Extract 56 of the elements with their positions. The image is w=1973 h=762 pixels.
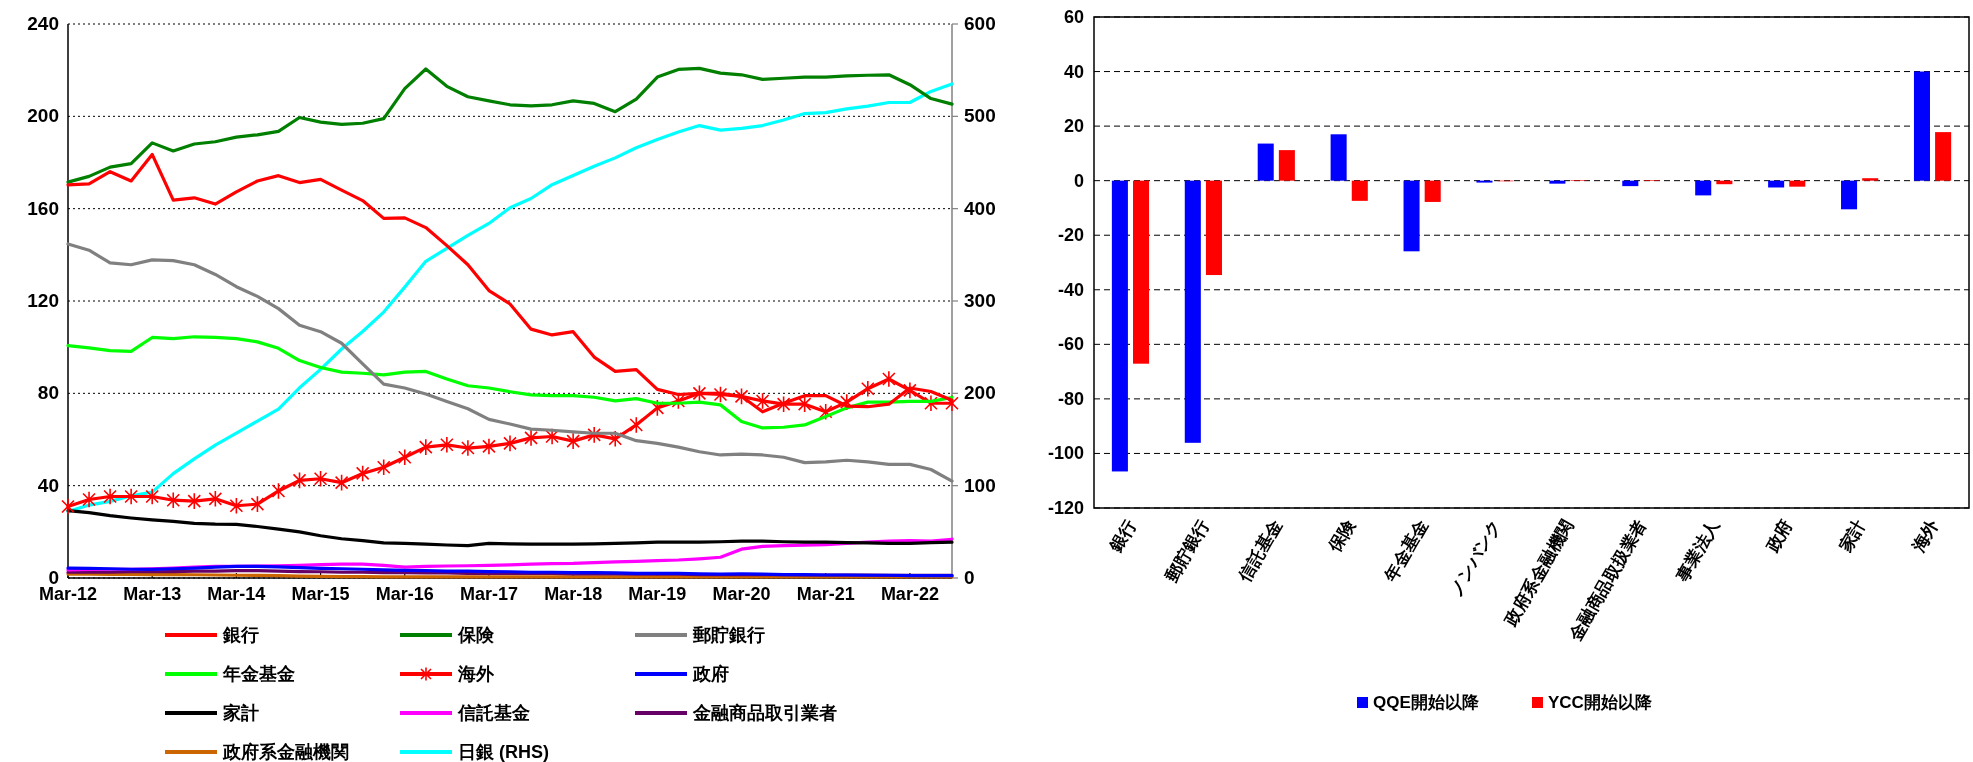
y-tick-label: 0 [1073, 170, 1084, 191]
x-tick-label: Mar-15 [291, 584, 350, 604]
y-tick-label: -20 [1057, 225, 1084, 246]
legend-label: 年金基金 [222, 664, 295, 684]
x-tick-label: 家計 [1835, 516, 1870, 557]
legend-label: 政府 [692, 664, 729, 684]
x-tick-label: 保険 [1324, 515, 1360, 557]
x-tick-label: Mar-21 [796, 584, 855, 604]
legend-label: YCC開始以降 [1548, 693, 1653, 712]
legend-label: 銀行 [222, 625, 259, 645]
legend-label: 家計 [222, 703, 259, 723]
x-tick-label: Mar-16 [375, 584, 434, 604]
y2-tick-label: 0 [964, 567, 975, 588]
y2-tick-label: 500 [964, 105, 996, 127]
y-tick-label: 120 [27, 290, 59, 311]
y-tick-label: 20 [1063, 116, 1084, 137]
legend-label: 政府系金融機関 [222, 742, 349, 762]
y-tick-label: -100 [1047, 443, 1084, 464]
x-tick-label: Mar-18 [544, 584, 603, 604]
y-tick-label: 80 [37, 382, 59, 404]
x-tick-label: Mar-14 [207, 584, 266, 604]
y2-tick-label: 300 [964, 290, 996, 311]
x-tick-label: 年金基金 [1380, 516, 1432, 586]
x-tick-label: 信託基金 [1234, 516, 1286, 586]
y-tick-label: 40 [37, 474, 59, 496]
legend-label: 郵貯銀行 [692, 625, 765, 645]
y2-tick-label: 600 [964, 13, 996, 34]
legend-label: 信託基金 [457, 703, 530, 723]
legend-label: 金融商品取引業者 [692, 703, 837, 723]
legend-label: 保険 [457, 625, 495, 645]
y2-tick-label: 400 [964, 197, 996, 219]
x-tick-label: 郵貯銀行 [1161, 516, 1213, 586]
y-tick-label: -40 [1057, 279, 1084, 300]
legend-label: 海外 [457, 664, 495, 684]
y-tick-label: 200 [27, 105, 59, 127]
y-tick-label: -120 [1047, 498, 1084, 518]
x-tick-label: ノンバンク [1445, 516, 1505, 600]
x-tick-label: 事業法人 [1672, 515, 1724, 586]
y-tick-label: 40 [1063, 61, 1084, 82]
y2-tick-label: 200 [964, 382, 996, 404]
x-tick-label: 政府 [1762, 516, 1797, 557]
x-tick-label: Mar-19 [628, 584, 687, 604]
legend-label: 日銀 (RHS) [458, 742, 549, 762]
x-tick-label: Mar-13 [123, 584, 182, 604]
x-tick-label: 銀行 [1105, 516, 1140, 557]
y-tick-label: 60 [1063, 7, 1084, 27]
y-tick-label: 160 [27, 197, 59, 219]
y-tick-label: -80 [1057, 388, 1084, 409]
y2-tick-label: 100 [964, 474, 996, 496]
x-tick-label: Mar-20 [712, 584, 771, 604]
x-tick-label: Mar-17 [459, 584, 518, 604]
x-tick-label: Mar-22 [880, 584, 939, 604]
x-tick-label: 海外 [1908, 515, 1943, 557]
y-tick-label: -60 [1057, 334, 1084, 355]
legend-label: QQE開始以降 [1373, 693, 1480, 712]
y-tick-label: 240 [27, 13, 59, 34]
